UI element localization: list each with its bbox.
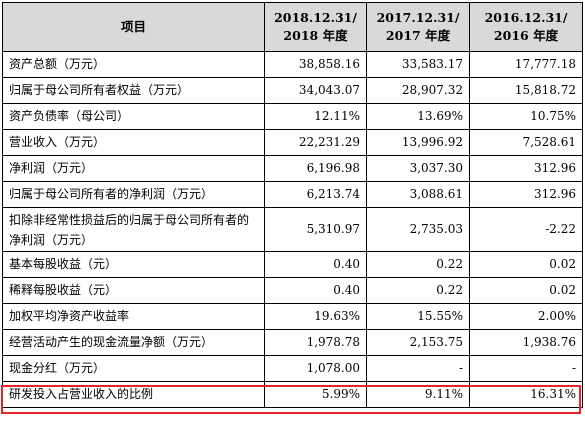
table-header-row: 项目 2018.12.31/ 2018 年度 2017.12.31/ 2017 … — [2, 2, 583, 52]
header-2018: 2018.12.31/ 2018 年度 — [264, 2, 367, 52]
header-2016-date: 2016.12.31/ — [484, 10, 568, 25]
value-2016: 0.02 — [469, 277, 583, 304]
value-2016: 2.00% — [469, 303, 583, 330]
row-label: 净利润（万元） — [2, 155, 265, 182]
row-label: 加权平均净资产收益率 — [2, 303, 265, 330]
header-item-label: 项目 — [120, 19, 146, 34]
value-2018: 38,858.16 — [264, 51, 367, 78]
value-2016: 7,528.61 — [469, 129, 583, 156]
table-row: 资产总额（万元） 38,858.16 33,583.17 17,777.18 — [2, 51, 583, 78]
value-2017: 3,037.30 — [366, 155, 470, 182]
value-2017: 13.69% — [366, 103, 470, 130]
value-2017: 13,996.92 — [366, 129, 470, 156]
value-2017: 28,907.32 — [366, 77, 470, 104]
value-2018: 1,078.00 — [264, 355, 367, 382]
table-row-highlighted: 研发投入占营业收入的比例 5.99% 9.11% 16.31% — [2, 381, 583, 408]
value-2016: 312.96 — [469, 155, 583, 182]
row-label: 资产总额（万元） — [2, 51, 265, 78]
value-2017: 33,583.17 — [366, 51, 470, 78]
header-item: 项目 — [2, 2, 265, 52]
value-2017: - — [366, 355, 470, 382]
value-2016: - — [469, 355, 583, 382]
row-label: 经营活动产生的现金流量净额（万元） — [2, 329, 265, 356]
table-row: 稀释每股收益（元） 0.40 0.22 0.02 — [2, 277, 583, 304]
table-row: 资产负债率（母公司） 12.11% 13.69% 10.75% — [2, 103, 583, 130]
value-2018: 5,310.97 — [264, 207, 367, 252]
value-2017: 3,088.61 — [366, 181, 470, 208]
value-2018: 1,978.78 — [264, 329, 367, 356]
table-row: 现金分红（万元） 1,078.00 - - — [2, 355, 583, 382]
row-label: 营业收入（万元） — [2, 129, 265, 156]
row-label: 稀释每股收益（元） — [2, 277, 265, 304]
table-row: 归属于母公司所有者的净利润（万元） 6,213.74 3,088.61 312.… — [2, 181, 583, 208]
value-2017: 2,735.03 — [366, 207, 470, 252]
header-2018-date: 2018.12.31/ — [274, 10, 357, 25]
table-row: 经营活动产生的现金流量净额（万元） 1,978.78 2,153.75 1,93… — [2, 329, 583, 356]
table-row: 扣除非经常性损益后的归属于母公司所有者的净利润（万元） 5,310.97 2,7… — [2, 207, 583, 252]
value-2016: 1,938.76 — [469, 329, 583, 356]
table-row: 营业收入（万元） 22,231.29 13,996.92 7,528.61 — [2, 129, 583, 156]
value-2016: 17,777.18 — [469, 51, 583, 78]
table-row: 加权平均净资产收益率 19.63% 15.55% 2.00% — [2, 303, 583, 330]
value-2017: 0.22 — [366, 277, 470, 304]
value-2016: 10.75% — [469, 103, 583, 130]
row-label: 扣除非经常性损益后的归属于母公司所有者的净利润（万元） — [2, 207, 265, 252]
row-label: 研发投入占营业收入的比例 — [2, 381, 265, 408]
header-2018-year: 2018 年度 — [283, 28, 348, 43]
value-2017: 0.22 — [366, 251, 470, 278]
value-2016: 16.31% — [469, 381, 583, 408]
header-2016-year: 2016 年度 — [493, 28, 559, 43]
value-2017: 15.55% — [366, 303, 470, 330]
value-2016: 312.96 — [469, 181, 583, 208]
header-2017-date: 2017.12.31/ — [376, 10, 460, 25]
table-row: 归属于母公司所有者权益（万元） 34,043.07 28,907.32 15,8… — [2, 77, 583, 104]
value-2017: 9.11% — [366, 381, 470, 408]
value-2018: 19.63% — [264, 303, 367, 330]
financial-table-container: 项目 2018.12.31/ 2018 年度 2017.12.31/ 2017 … — [2, 2, 583, 408]
value-2018: 5.99% — [264, 381, 367, 408]
table-row: 净利润（万元） 6,196.98 3,037.30 312.96 — [2, 155, 583, 182]
row-label: 归属于母公司所有者的净利润（万元） — [2, 181, 265, 208]
row-label: 基本每股收益（元） — [2, 251, 265, 278]
value-2018: 0.40 — [264, 251, 367, 278]
header-2016: 2016.12.31/ 2016 年度 — [469, 2, 583, 52]
value-2018: 22,231.29 — [264, 129, 367, 156]
value-2018: 6,196.98 — [264, 155, 367, 182]
value-2018: 12.11% — [264, 103, 367, 130]
value-2016: 15,818.72 — [469, 77, 583, 104]
header-2017: 2017.12.31/ 2017 年度 — [366, 2, 470, 52]
table-row: 基本每股收益（元） 0.40 0.22 0.02 — [2, 251, 583, 278]
value-2018: 6,213.74 — [264, 181, 367, 208]
row-label: 资产负债率（母公司） — [2, 103, 265, 130]
value-2018: 0.40 — [264, 277, 367, 304]
row-label: 现金分红（万元） — [2, 355, 265, 382]
value-2018: 34,043.07 — [264, 77, 367, 104]
financial-summary-table: 项目 2018.12.31/ 2018 年度 2017.12.31/ 2017 … — [2, 2, 583, 408]
value-2016: -2.22 — [469, 207, 583, 252]
value-2017: 2,153.75 — [366, 329, 470, 356]
row-label: 归属于母公司所有者权益（万元） — [2, 77, 265, 104]
value-2016: 0.02 — [469, 251, 583, 278]
header-2017-year: 2017 年度 — [385, 28, 451, 43]
